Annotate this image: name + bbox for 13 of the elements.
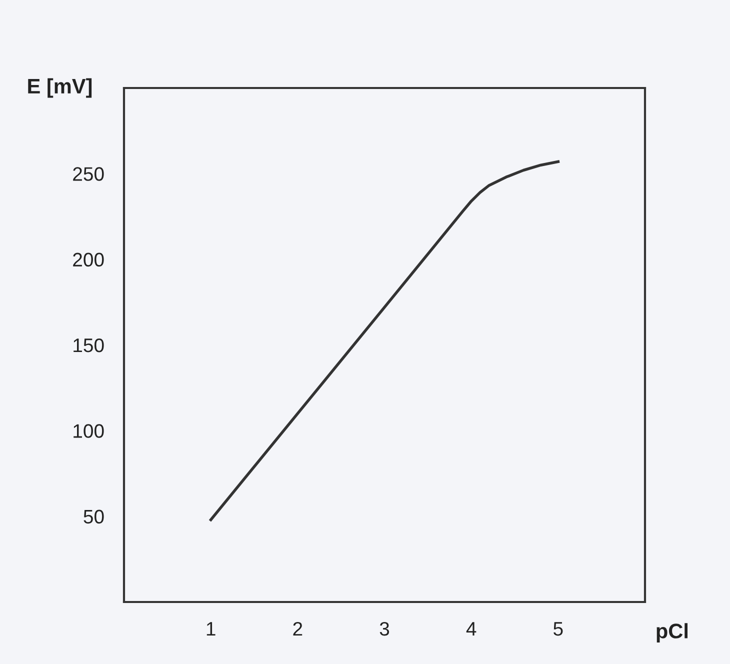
y-tick-label: 50 — [84, 510, 104, 524]
x-axis-title: pCl — [656, 623, 688, 643]
y-tick-label: 200 — [73, 252, 104, 267]
x-tick-label: 5 — [554, 622, 563, 636]
y-tick-label: 250 — [73, 167, 104, 181]
y-tick-label: 100 — [74, 424, 104, 438]
x-tick-label: 1 — [206, 622, 216, 636]
x-tick-label: 3 — [380, 622, 390, 636]
y-tick-label: 150 — [74, 338, 104, 352]
x-tick-label: 4 — [466, 622, 476, 636]
line-series — [209, 160, 560, 522]
y-axis-title: E [mV] — [28, 78, 92, 98]
x-tick-label: 2 — [293, 622, 302, 636]
